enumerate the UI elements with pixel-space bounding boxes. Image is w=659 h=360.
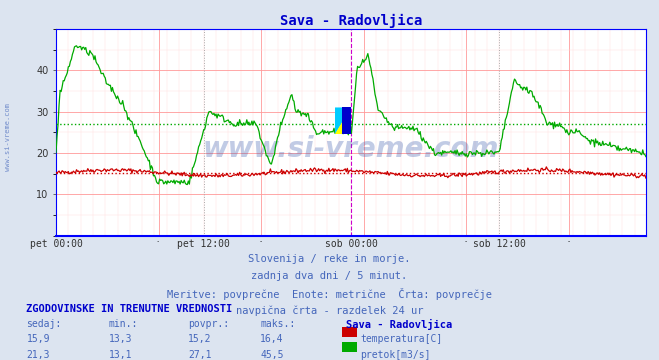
Text: Meritve: povprečne  Enote: metrične  Črta: povprečje: Meritve: povprečne Enote: metrične Črta:…	[167, 288, 492, 300]
Text: zadnja dva dni / 5 minut.: zadnja dva dni / 5 minut.	[251, 271, 408, 281]
Text: pretok[m3/s]: pretok[m3/s]	[360, 350, 431, 360]
Text: 13,3: 13,3	[109, 334, 132, 345]
Text: temperatura[C]: temperatura[C]	[360, 334, 443, 345]
Text: 21,3: 21,3	[26, 350, 50, 360]
Polygon shape	[335, 107, 351, 134]
Text: 16,4: 16,4	[260, 334, 284, 345]
Text: sob 12:00: sob 12:00	[473, 239, 526, 249]
Text: 27,1: 27,1	[188, 350, 212, 360]
Text: 15,9: 15,9	[26, 334, 50, 345]
Text: www.si-vreme.com: www.si-vreme.com	[203, 135, 499, 163]
Text: 45,5: 45,5	[260, 350, 284, 360]
Text: pet 00:00: pet 00:00	[30, 239, 82, 249]
Text: maks.:: maks.:	[260, 319, 295, 329]
Text: pet 12:00: pet 12:00	[177, 239, 230, 249]
Title: Sava - Radovljica: Sava - Radovljica	[279, 13, 422, 28]
Text: ZGODOVINSKE IN TRENUTNE VREDNOSTI: ZGODOVINSKE IN TRENUTNE VREDNOSTI	[26, 304, 233, 314]
Text: sedaj:: sedaj:	[26, 319, 61, 329]
Text: navpična črta - razdelek 24 ur: navpična črta - razdelek 24 ur	[236, 306, 423, 316]
Text: Slovenija / reke in morje.: Slovenija / reke in morje.	[248, 254, 411, 264]
Text: sob 00:00: sob 00:00	[325, 239, 378, 249]
Text: povpr.:: povpr.:	[188, 319, 229, 329]
Text: 13,1: 13,1	[109, 350, 132, 360]
Text: www.si-vreme.com: www.si-vreme.com	[5, 103, 11, 171]
Text: 15,2: 15,2	[188, 334, 212, 345]
Text: Sava - Radovljica: Sava - Radovljica	[346, 319, 452, 330]
Polygon shape	[335, 107, 351, 134]
Bar	[343, 107, 351, 134]
Text: min.:: min.:	[109, 319, 138, 329]
